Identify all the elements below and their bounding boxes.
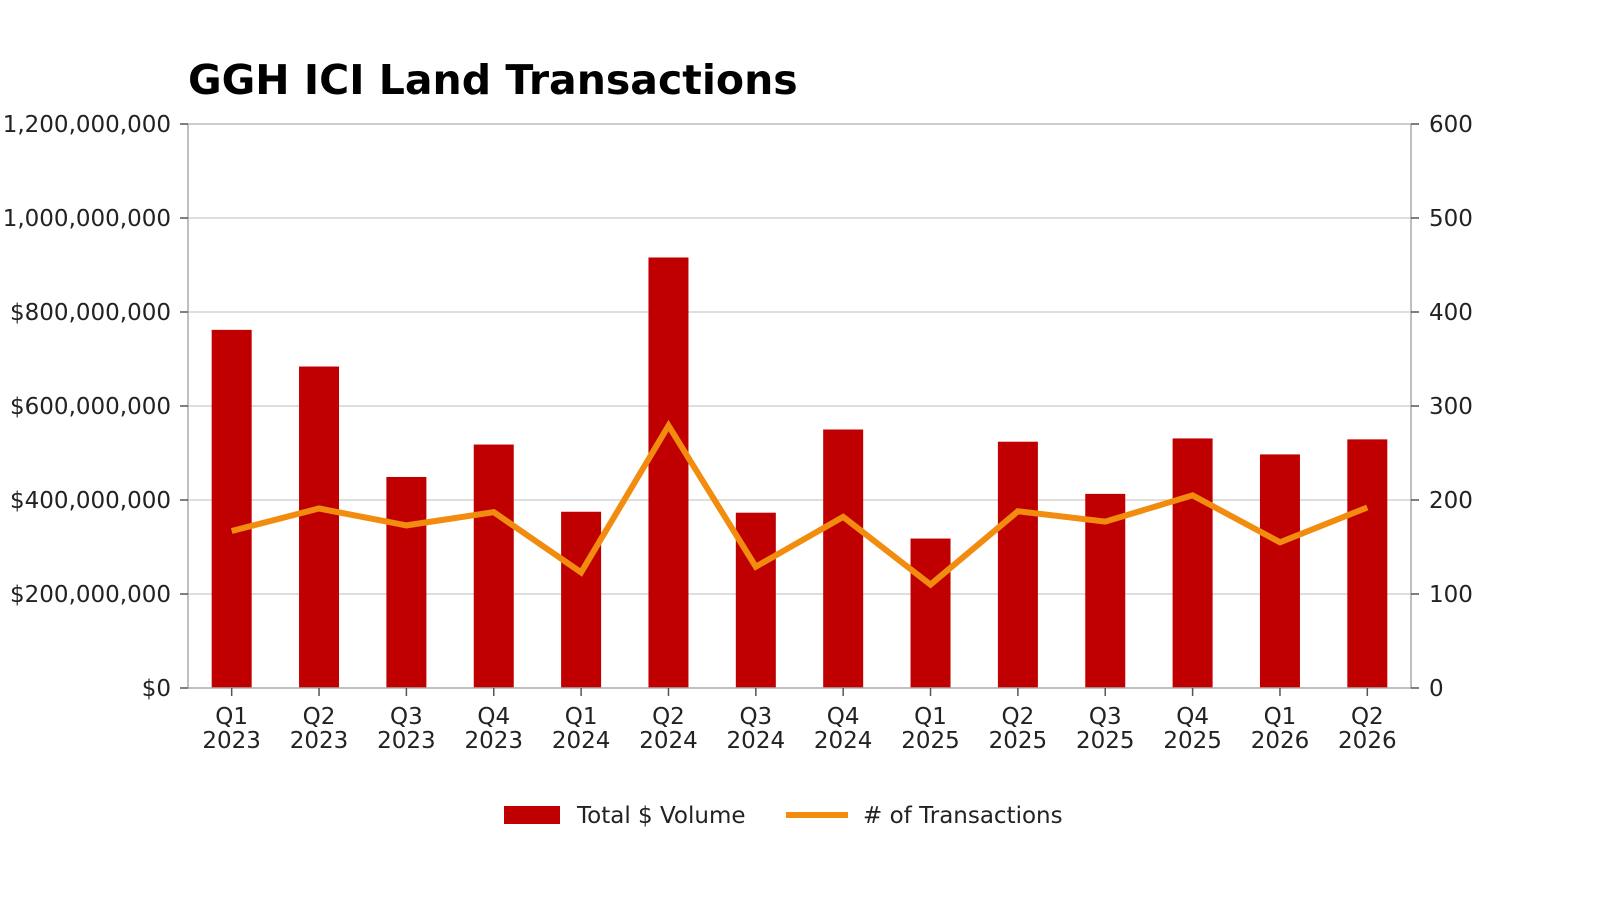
legend: Total $ Volume # of Transactions [504,803,1063,829]
right-tick-label: 600 [1429,112,1473,138]
bar [910,538,951,688]
line-series-transactions [230,419,1369,589]
x-tick-label: Q3 2023 [377,704,436,754]
left-tick-label: $0 [142,676,171,702]
legend-label-total-volume: Total $ Volume [576,803,746,829]
right-tick-label: 500 [1429,206,1473,232]
bar [561,511,602,688]
x-tick-label: Q2 2026 [1338,704,1397,754]
bar [997,441,1038,688]
x-tick-label: Q1 2024 [552,704,611,754]
bar [648,257,689,688]
axes: $0 $200,000,000 $400,000,000 $600,000,000 $8… [3,112,1473,754]
x-tick-label: Q2 2024 [639,704,698,754]
chart-title: GGH ICI Land Transactions [188,56,798,104]
right-tick-label: 0 [1429,676,1444,702]
left-tick-label: $200,000,000 [10,582,171,608]
left-tick-label: $600,000,000 [10,394,171,420]
x-tick-label: Q1 2023 [202,704,261,754]
bar [386,476,427,688]
bar [473,444,514,688]
bar-series-total-volume [211,257,1388,688]
x-tick-label: Q4 2023 [464,704,523,754]
left-tick-label: 1,000,000,000 [3,206,171,232]
right-tick-label: 200 [1429,488,1473,514]
bar [211,329,252,688]
x-tick-label: Q4 2024 [814,704,873,754]
right-tick-label: 300 [1429,394,1473,420]
bar [1259,454,1300,688]
legend-swatch-total-volume [504,806,560,824]
left-tick-label: $400,000,000 [10,488,171,514]
x-tick-label: Q3 2024 [727,704,786,754]
transactions-line [230,419,1369,589]
legend-label-transactions: # of Transactions [863,803,1063,829]
x-tick-label: Q1 2025 [901,704,960,754]
right-tick-label: 100 [1429,582,1473,608]
gridlines [188,123,1411,595]
right-tick-label: 400 [1429,300,1473,326]
bar [1085,493,1126,688]
bar [1172,438,1213,688]
x-tick-label: Q3 2025 [1076,704,1135,754]
bar [299,366,340,688]
x-tick-label: Q2 2023 [290,704,349,754]
x-tick-label: Q1 2026 [1251,704,1310,754]
left-tick-label: $800,000,000 [10,300,171,326]
left-tick-label: 1,200,000,000 [3,112,171,138]
bar [1347,439,1388,688]
x-tick-label: Q2 2025 [989,704,1048,754]
x-tick-label: Q4 2025 [1163,704,1222,754]
bar [823,429,864,688]
